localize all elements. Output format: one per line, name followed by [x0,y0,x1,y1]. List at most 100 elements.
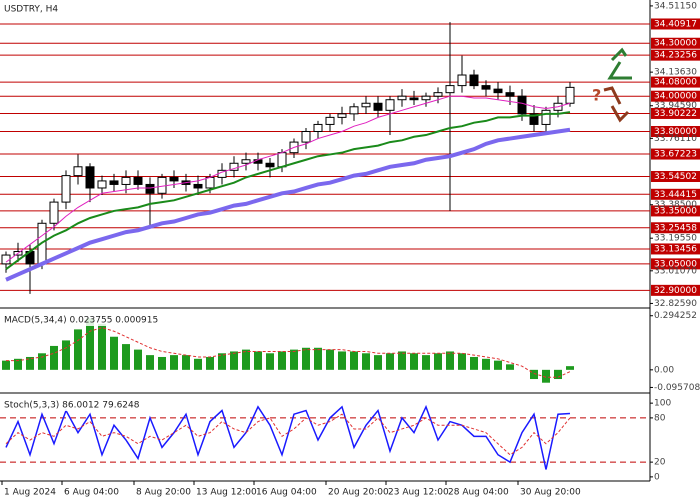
candle-body [457,74,467,87]
candle-body [373,102,383,111]
indicator-line [5,127,571,282]
histogram-bar [494,360,502,370]
candle-body [73,166,83,177]
y-tick-label: 34.51150 [654,1,697,11]
candle-body [421,95,431,101]
x-tick-label: 1 Aug 2024 [4,488,56,498]
level-label: 33.90222 [654,109,697,119]
level-label: 34.08000 [654,78,697,88]
candle-body [541,109,551,125]
candle-body [505,92,515,97]
histogram-bar [218,353,226,370]
pane-title: Stoch(5,3,3) 86.0012 79.6248 [4,401,140,411]
histogram-bar [410,353,418,370]
level-label: 33.25458 [654,223,697,233]
level-label: 34.40917 [654,19,697,29]
level-label: 33.13456 [654,244,697,254]
title-bg [2,314,178,326]
y-tick-label: 33.19550 [654,234,697,244]
indicator-line [5,111,571,270]
candle-body [229,162,239,171]
level-label: 33.44415 [654,190,697,200]
level-label-box [651,125,700,137]
title-bg [2,399,167,411]
candle-body [49,201,59,224]
y-tick-label: 34.13630 [654,68,697,78]
x-tick-label: 13 Aug 12:00 [196,488,257,498]
candle-body [481,85,491,90]
level-label: 34.00000 [654,92,697,102]
y-tick-label: 32.82590 [654,299,697,309]
histogram-bar [482,358,490,370]
x-tick-label: 30 Aug 20:00 [520,488,581,498]
level-label: 33.54502 [654,172,697,182]
y-tick-label: 80 [654,413,666,423]
indicator-line [5,413,571,456]
candle-body [529,113,539,125]
y-tick-label: 100 [654,399,671,409]
level-label-box [651,284,700,296]
up-arrow [610,47,628,62]
histogram-bar [278,351,286,370]
pane-title: USDTRY, H4 [4,5,58,15]
candle-body [277,152,287,168]
level-label-box [651,222,700,234]
x-tick-label: 16 Aug 04:00 [256,488,317,498]
histogram-bar [110,336,118,370]
histogram-bar [50,345,58,370]
candle-body [517,95,527,115]
histogram-bar [14,358,22,370]
down-arrow [610,105,630,123]
histogram-bar [206,356,214,370]
y-tick-label: 33.94590 [654,101,697,111]
candle-body [109,180,119,185]
histogram-bar [134,349,142,370]
histogram-bar [98,323,106,370]
histogram-bar [2,360,10,370]
level-label: 33.67223 [654,150,697,160]
histogram-bar [302,347,310,370]
candle-body [349,106,359,115]
indicator-line [5,404,571,470]
histogram-bar [230,351,238,370]
level-label-box [651,188,700,200]
histogram-bar [242,349,250,370]
histogram-bar [434,353,442,370]
level-label: 33.35000 [654,206,697,216]
candle-body [445,85,455,94]
histogram-bar [290,349,298,370]
candle-body [85,166,95,189]
level-label-box [651,18,700,30]
x-tick-label: 28 Aug 04:00 [448,488,509,498]
level-label: 34.30000 [654,39,697,49]
level-label: 34.23256 [654,51,697,61]
candle-body [361,102,371,108]
candle-body [433,92,443,97]
candle-body [469,74,479,87]
candle-body [325,116,335,125]
level-label-box [651,205,700,217]
histogram-bar [398,351,406,370]
histogram-bar [326,349,334,370]
histogram-bar [566,366,574,370]
histogram-bar [350,351,358,370]
candle-body [301,130,311,143]
histogram-bar [170,355,178,370]
candle-body [169,176,179,182]
signal-icons: ? [592,47,632,123]
level-label-box [651,37,700,49]
histogram-bar [122,344,130,370]
histogram-bar [470,356,478,370]
candle-body [97,180,107,189]
candle-body [121,176,131,185]
level-label: 33.80000 [654,127,697,137]
candle-body [409,97,419,101]
histogram-bar [314,347,322,370]
candle-body [397,95,407,101]
level-label-box [651,243,700,255]
y-tick-label: 33.01070 [654,266,697,276]
y-tick-label: 0 [654,472,660,482]
histogram-bar [506,364,514,370]
candle-body [565,86,575,104]
